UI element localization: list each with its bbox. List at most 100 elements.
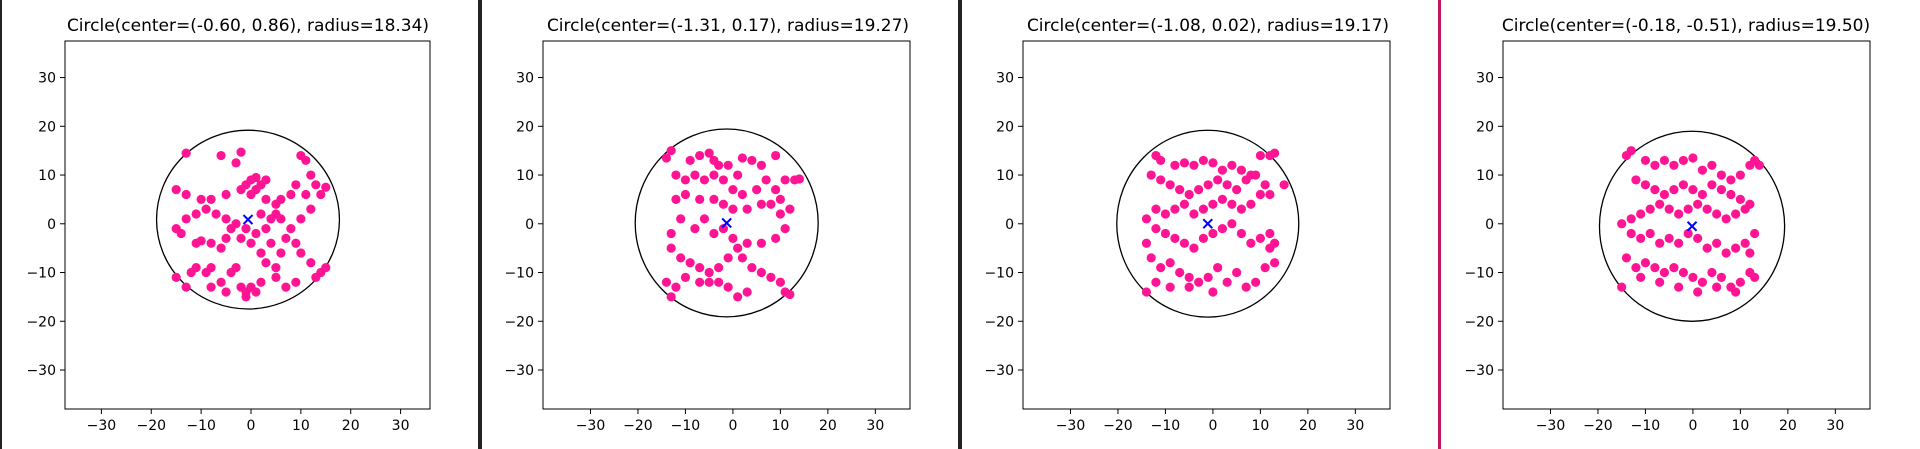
y-tick-label: −10 <box>26 266 56 282</box>
data-point <box>1270 148 1280 158</box>
data-point <box>1217 194 1228 205</box>
data-point <box>321 182 331 192</box>
data-point <box>756 199 766 209</box>
chart-panel-2: Circle(center=(-1.31, 0.17), radius=19.2… <box>504 16 911 434</box>
data-point <box>780 175 790 185</box>
data-point <box>661 153 672 163</box>
x-tick-label: 30 <box>866 418 884 434</box>
data-point <box>1260 180 1270 190</box>
x-tick-label: 10 <box>771 418 789 434</box>
x-tick-label: −30 <box>87 418 117 434</box>
data-point <box>286 224 296 234</box>
axes-frame <box>1502 40 1871 410</box>
data-point <box>241 224 251 234</box>
data-point <box>661 277 672 287</box>
data-point <box>1678 267 1689 278</box>
data-point <box>281 233 291 244</box>
data-point <box>1754 160 1764 170</box>
y-tick-label: −20 <box>984 314 1014 330</box>
y-tick-label: 10 <box>38 168 56 184</box>
data-point <box>251 228 261 239</box>
data-point <box>291 180 301 190</box>
data-point <box>1697 165 1708 175</box>
data-point <box>221 189 231 200</box>
data-point <box>171 272 181 282</box>
x-tick-label: −20 <box>623 418 653 434</box>
y-tick-label: 30 <box>996 71 1014 87</box>
x-tick-label: −30 <box>1536 418 1566 434</box>
data-point <box>676 214 686 224</box>
data-point <box>695 150 705 161</box>
data-point <box>695 263 705 273</box>
data-point <box>1151 277 1161 287</box>
data-point <box>718 199 729 209</box>
plot-area: −30 −20 −10 0 10 20 30 −30 −20 −10 0 10 20 30 <box>504 40 911 434</box>
data-point <box>1688 272 1698 282</box>
data-point <box>306 258 316 268</box>
data-point <box>1640 155 1651 166</box>
data-point <box>1683 204 1693 214</box>
data-point <box>1678 180 1689 190</box>
data-point <box>1198 233 1209 244</box>
data-point <box>1631 263 1641 273</box>
data-point <box>1217 165 1228 175</box>
x-tick-label: 30 <box>392 418 410 434</box>
data-point <box>1146 253 1156 263</box>
data-point <box>1626 214 1636 224</box>
data-point <box>737 253 748 263</box>
data-point <box>1659 189 1670 200</box>
data-point <box>723 160 733 170</box>
data-point <box>666 292 676 302</box>
y-tick-label: 0 <box>525 217 534 233</box>
data-point <box>728 233 738 244</box>
data-point <box>1227 160 1237 170</box>
data-point <box>1232 267 1242 278</box>
data-point <box>766 199 776 209</box>
data-point <box>181 282 191 292</box>
y-tick-label: 20 <box>996 119 1014 135</box>
x-tick-label: 10 <box>1731 418 1749 434</box>
data-point <box>1141 214 1152 224</box>
data-point <box>1184 272 1194 282</box>
data-point <box>1194 185 1204 195</box>
data-point <box>261 258 271 268</box>
data-point <box>775 209 785 219</box>
data-point <box>181 148 191 158</box>
data-point <box>1232 185 1242 195</box>
data-point <box>794 174 804 184</box>
data-point <box>1674 282 1684 292</box>
data-point <box>671 282 681 292</box>
data-point <box>296 214 306 224</box>
data-point <box>276 194 286 205</box>
data-point <box>666 243 676 253</box>
data-point <box>1693 287 1703 297</box>
data-point <box>286 189 296 200</box>
y-tick-label: −30 <box>504 363 534 379</box>
data-point <box>1693 233 1703 244</box>
data-point <box>1712 238 1722 248</box>
data-point <box>1674 209 1684 219</box>
y-tick-label: 30 <box>38 71 56 87</box>
data-point <box>226 267 236 278</box>
data-point <box>1160 228 1171 239</box>
data-point <box>1251 277 1261 287</box>
data-point <box>1716 185 1726 195</box>
data-point <box>752 185 762 195</box>
data-point <box>271 272 281 282</box>
data-point <box>756 238 766 248</box>
x-tick-label: −20 <box>136 418 166 434</box>
x-tick-label: −20 <box>1103 418 1133 434</box>
data-point <box>775 194 785 205</box>
data-point <box>301 155 311 166</box>
chart-panel-1: Circle(center=(-0.60, 0.86), radius=18.3… <box>26 16 431 434</box>
data-point <box>276 248 286 258</box>
data-point <box>1731 287 1741 297</box>
data-point <box>714 160 724 170</box>
data-point <box>1707 160 1717 170</box>
data-point <box>1659 155 1670 166</box>
data-point <box>266 214 276 224</box>
data-point <box>1645 228 1655 239</box>
data-point <box>671 194 681 205</box>
data-point <box>1745 248 1755 258</box>
data-point <box>1735 194 1745 205</box>
